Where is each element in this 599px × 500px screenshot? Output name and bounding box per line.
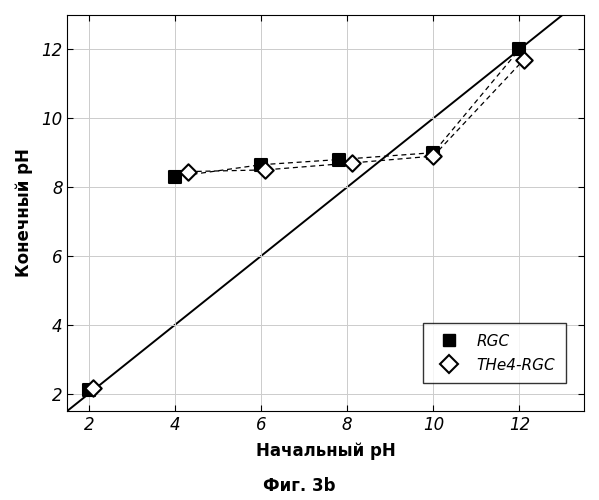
- X-axis label: Начальный pH: Начальный pH: [256, 442, 395, 460]
- Point: [515, 46, 524, 54]
- Y-axis label: Конечный pH: Конечный pH: [15, 148, 33, 278]
- Point: [347, 159, 356, 167]
- Text: Фиг. 3b: Фиг. 3b: [263, 477, 336, 495]
- Point: [428, 148, 438, 156]
- Point: [261, 166, 270, 174]
- Point: [428, 152, 438, 160]
- Legend: RGC, THe4-RGC: RGC, THe4-RGC: [423, 323, 566, 384]
- Point: [256, 160, 266, 168]
- Point: [519, 56, 528, 64]
- Point: [334, 156, 343, 164]
- Point: [183, 168, 193, 175]
- Point: [170, 173, 180, 181]
- Point: [84, 386, 94, 394]
- Point: [89, 384, 98, 392]
